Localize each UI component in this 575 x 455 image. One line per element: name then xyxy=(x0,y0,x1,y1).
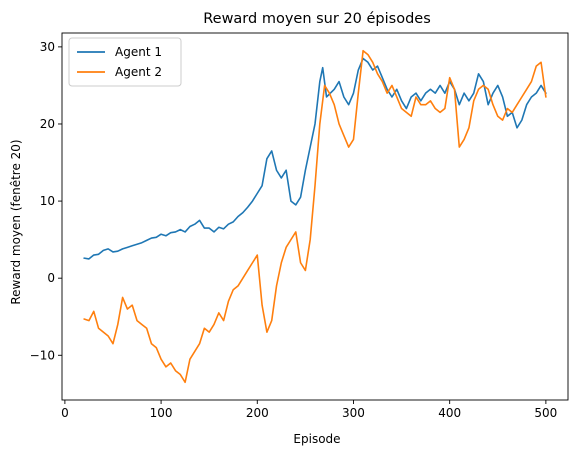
x-tick-label: 200 xyxy=(246,406,269,420)
plot-area: 0 100 200 300 400 500 −10 0 10 20 30 xyxy=(30,32,569,420)
axes-frame xyxy=(61,32,569,401)
x-axis-label: Episode xyxy=(293,432,340,446)
x-tick-label: 100 xyxy=(150,406,173,420)
y-tick-label: 30 xyxy=(40,40,55,54)
chart-title: Reward moyen sur 20 épisodes xyxy=(203,11,431,27)
legend-label-agent-2: Agent 2 xyxy=(115,65,162,79)
y-tick-label: −10 xyxy=(30,348,55,362)
x-tick-label: 300 xyxy=(342,406,365,420)
y-tick-label: 10 xyxy=(40,194,55,208)
series-line-agent-2 xyxy=(83,49,547,384)
legend: Agent 1 Agent 2 xyxy=(68,37,182,87)
y-tick-label: 20 xyxy=(40,117,55,131)
series-line-agent-1 xyxy=(83,57,547,260)
legend-box xyxy=(68,37,182,87)
x-tick-label: 500 xyxy=(534,406,557,420)
x-tick-label: 0 xyxy=(61,406,69,420)
y-tick-label: 0 xyxy=(47,271,55,285)
x-tick-label: 400 xyxy=(438,406,461,420)
y-axis-label: Reward moyen (fenêtre 20) xyxy=(9,139,23,304)
legend-label-agent-1: Agent 1 xyxy=(115,45,162,59)
